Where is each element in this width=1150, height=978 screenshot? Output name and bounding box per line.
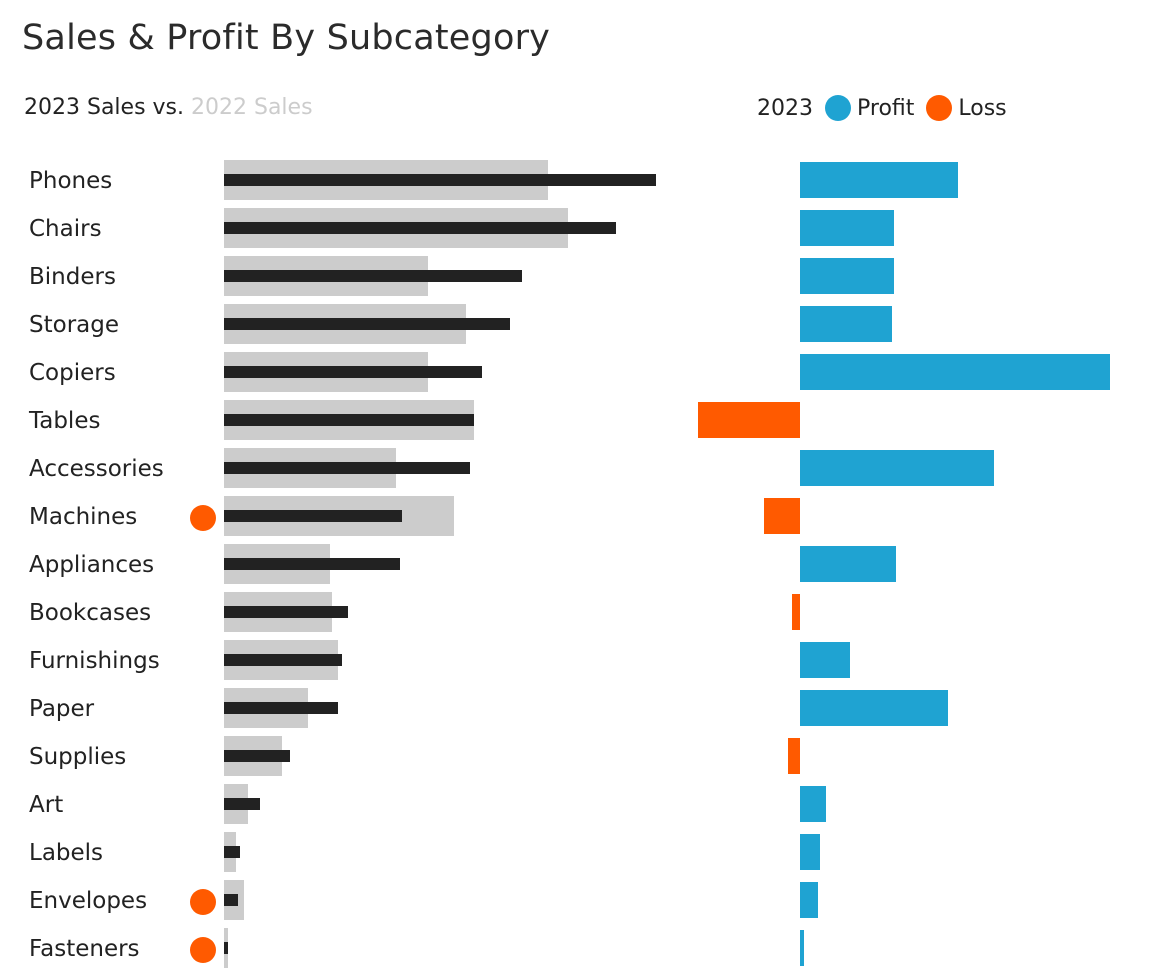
- sales-2023-bar-supplies: [224, 750, 290, 762]
- category-label-paper: Paper: [29, 696, 95, 722]
- legend-profit-swatch: [825, 95, 851, 121]
- chart-title: Sales & Profit By Subcategory: [22, 18, 551, 58]
- profit-bar-labels: [800, 834, 820, 870]
- sales-2023-bar-tables: [224, 414, 474, 426]
- sales-2023-bar-envelopes: [224, 894, 238, 906]
- loss-marker-envelopes: [190, 889, 216, 915]
- sales-2023-bar-labels: [224, 846, 240, 858]
- sales-2023-bar-fasteners: [224, 942, 228, 954]
- profit-bar-copiers: [800, 354, 1110, 390]
- category-label-supplies: Supplies: [29, 744, 126, 770]
- legend-loss-swatch: [926, 95, 953, 121]
- profit-panel-title: 2023: [757, 95, 813, 121]
- sales-2023-bar-copiers: [224, 366, 482, 378]
- sales-2023-bar-paper: [224, 702, 338, 714]
- profit-bar-envelopes: [800, 882, 818, 918]
- legend-profit-label: Profit: [857, 95, 915, 121]
- sales-2023-bar-phones: [224, 174, 656, 186]
- profit-bar-storage: [800, 306, 892, 342]
- profit-panel-legend: 2023 Profit Loss: [757, 95, 1007, 121]
- sales-2023-bar-bookcases: [224, 606, 348, 618]
- category-label-labels: Labels: [29, 840, 103, 866]
- sales-title-prior: 2022 Sales: [191, 95, 313, 120]
- loss-bar-supplies: [788, 738, 800, 774]
- sales-2023-bar-furnishings: [224, 654, 342, 666]
- profit-bar-phones: [800, 162, 958, 198]
- category-label-bookcases: Bookcases: [29, 600, 151, 626]
- legend-loss-label: Loss: [958, 95, 1007, 121]
- sales-panel-title: 2023 Sales vs. 2022 Sales: [24, 95, 313, 120]
- loss-bar-tables: [698, 402, 800, 438]
- profit-bar-fasteners: [800, 930, 804, 966]
- loss-bar-bookcases: [792, 594, 800, 630]
- category-label-furnishings: Furnishings: [29, 648, 160, 674]
- sales-2023-bar-chairs: [224, 222, 616, 234]
- loss-marker-fasteners: [190, 937, 216, 963]
- category-label-phones: Phones: [29, 168, 112, 194]
- profit-bar-binders: [800, 258, 894, 294]
- category-label-copiers: Copiers: [29, 360, 116, 386]
- sales-2023-bar-machines: [224, 510, 402, 522]
- sales-2023-bar-binders: [224, 270, 522, 282]
- category-label-tables: Tables: [28, 408, 100, 434]
- category-label-envelopes: Envelopes: [29, 888, 147, 914]
- profit-bar-chairs: [800, 210, 894, 246]
- profit-bar-appliances: [800, 546, 896, 582]
- profit-bar-art: [800, 786, 826, 822]
- category-label-fasteners: Fasteners: [29, 936, 140, 962]
- profit-bar-furnishings: [800, 642, 850, 678]
- category-label-machines: Machines: [29, 504, 137, 530]
- category-label-storage: Storage: [29, 312, 119, 338]
- category-label-chairs: Chairs: [29, 216, 102, 242]
- category-label-accessories: Accessories: [29, 456, 164, 482]
- sales-2023-bar-appliances: [224, 558, 400, 570]
- loss-marker-machines: [190, 505, 216, 531]
- category-label-appliances: Appliances: [29, 552, 154, 578]
- category-label-binders: Binders: [29, 264, 116, 290]
- category-label-art: Art: [29, 792, 63, 818]
- sales-2023-bar-art: [224, 798, 260, 810]
- profit-bar-accessories: [800, 450, 994, 486]
- loss-bar-machines: [764, 498, 800, 534]
- sales-2023-bar-accessories: [224, 462, 470, 474]
- sales-title-current: 2023 Sales vs.: [24, 95, 191, 120]
- sales-2023-bar-storage: [224, 318, 510, 330]
- profit-bar-paper: [800, 690, 948, 726]
